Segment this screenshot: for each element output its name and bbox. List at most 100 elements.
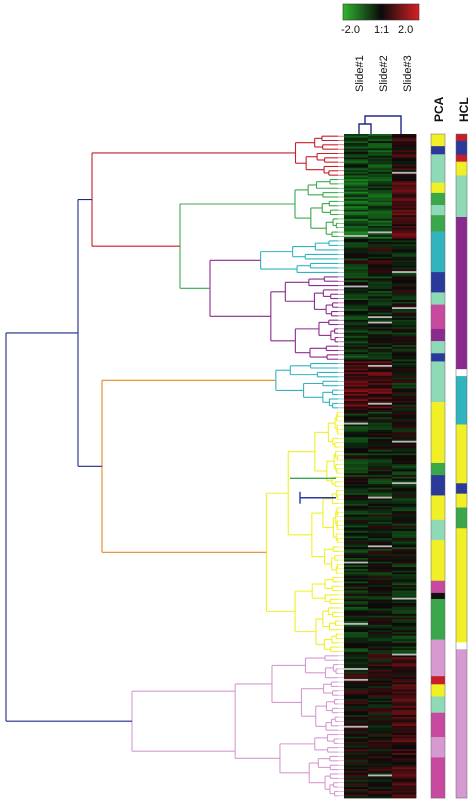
heatmap-cell [344, 325, 369, 328]
heatmap-cell [368, 242, 393, 245]
heatmap-cell [368, 191, 393, 194]
heatmap-cell [368, 541, 393, 544]
heatmap-cell [344, 783, 369, 786]
heatmap-cell [392, 662, 417, 665]
heatmap-cell [368, 280, 393, 283]
heatmap-cell [392, 630, 417, 633]
heatmap-cell [392, 695, 417, 698]
heatmap-cell [392, 249, 417, 252]
heatmap-cell [344, 475, 369, 478]
heatmap-cell [392, 653, 417, 656]
heatmap-cell [344, 635, 369, 638]
heatmap-cell [344, 283, 369, 286]
heatmap-cell [392, 363, 417, 366]
heatmap-cell [368, 274, 393, 277]
heatmap-cell [368, 290, 393, 294]
heatmap-cell [392, 191, 417, 194]
heatmap-cell [392, 161, 417, 164]
heatmap-cell [368, 583, 393, 586]
heatmap-cell [392, 401, 417, 404]
heatmap-cell [392, 215, 417, 218]
heatmap-cell [368, 756, 393, 759]
heatmap-cell [392, 604, 417, 608]
heatmap-cell [368, 724, 393, 727]
heatmap-cell [392, 549, 417, 552]
heatmap-cell [368, 213, 393, 216]
pca-segment [431, 134, 445, 147]
heatmap-cell [392, 570, 417, 573]
pca-segment [431, 353, 445, 362]
heatmap-cell [392, 599, 417, 602]
heatmap-cell [368, 659, 393, 662]
heatmap-cell [368, 189, 393, 193]
heatmap-cell [368, 691, 393, 694]
heatmap-cell [344, 406, 369, 409]
heatmap-cell [368, 209, 393, 212]
heatmap-cell [392, 740, 417, 743]
heatmap-cell [344, 161, 369, 164]
heatmap-cell [392, 300, 417, 303]
heatmap-cell [392, 628, 417, 631]
pca-segment [431, 676, 445, 685]
pca-segment [431, 592, 445, 600]
heatmap-cell [368, 453, 393, 456]
heatmap-cell [368, 350, 393, 353]
heatmap-cell [392, 254, 417, 258]
heatmap-cell [344, 700, 369, 703]
heatmap-cell [392, 677, 417, 680]
heatmap-cell [368, 330, 393, 333]
heatmap-cell [392, 641, 417, 644]
heatmap-cell [344, 622, 369, 626]
heatmap-cell [368, 435, 393, 438]
heatmap-cell [368, 372, 393, 375]
heatmap-cell [392, 567, 417, 570]
heatmap-cell [344, 630, 369, 633]
column-dendrogram-branch [358, 115, 402, 134]
heatmap-cell [392, 218, 417, 221]
heatmap-cell [344, 796, 369, 799]
heatmap-cell [368, 424, 393, 427]
heatmap-cell [344, 541, 369, 544]
heatmap-cell [392, 240, 417, 243]
heatmap-cell [344, 139, 369, 142]
heatmap-cell [368, 438, 393, 442]
heatmap-cell [368, 538, 393, 541]
heatmap-cell [368, 415, 393, 418]
heatmap-cell [368, 597, 393, 600]
heatmap-cell [344, 476, 369, 480]
heatmap-cell [392, 512, 417, 516]
heatmap-cell [392, 373, 417, 377]
heatmap-cell [344, 330, 369, 333]
heatmap-cell [368, 395, 393, 398]
heatmap-cell [344, 565, 369, 568]
heatmap-cell [344, 696, 369, 700]
heatmap-cell [392, 494, 417, 498]
heatmap-cell [344, 680, 369, 683]
heatmap-cell [344, 415, 369, 418]
heatmap-cell [392, 370, 417, 373]
heatmap-cell [368, 346, 393, 350]
heatmap-cell [344, 760, 369, 763]
scale-min-label: -2.0 [341, 24, 360, 36]
heatmap-cell [392, 348, 417, 351]
heatmap-cell [392, 337, 417, 341]
heatmap-cell [392, 493, 417, 496]
heatmap-cell [368, 152, 393, 155]
heatmap-cell [368, 226, 393, 229]
heatmap-cell [392, 794, 417, 797]
heatmap-cell [344, 516, 369, 519]
heatmap-cell [344, 314, 369, 317]
heatmap-cell [392, 642, 417, 646]
heatmap-cell [368, 357, 393, 360]
heatmap-cell [368, 604, 393, 608]
heatmap-cell [392, 433, 417, 436]
heatmap-cell [392, 466, 417, 469]
heatmap-cell [392, 586, 417, 590]
heatmap-cell [344, 731, 369, 734]
heatmap-cell [392, 534, 417, 537]
heatmap-cell [344, 617, 369, 620]
heatmap-cell [368, 478, 393, 481]
heatmap-cell [392, 453, 417, 456]
heatmap-cell [344, 245, 369, 249]
